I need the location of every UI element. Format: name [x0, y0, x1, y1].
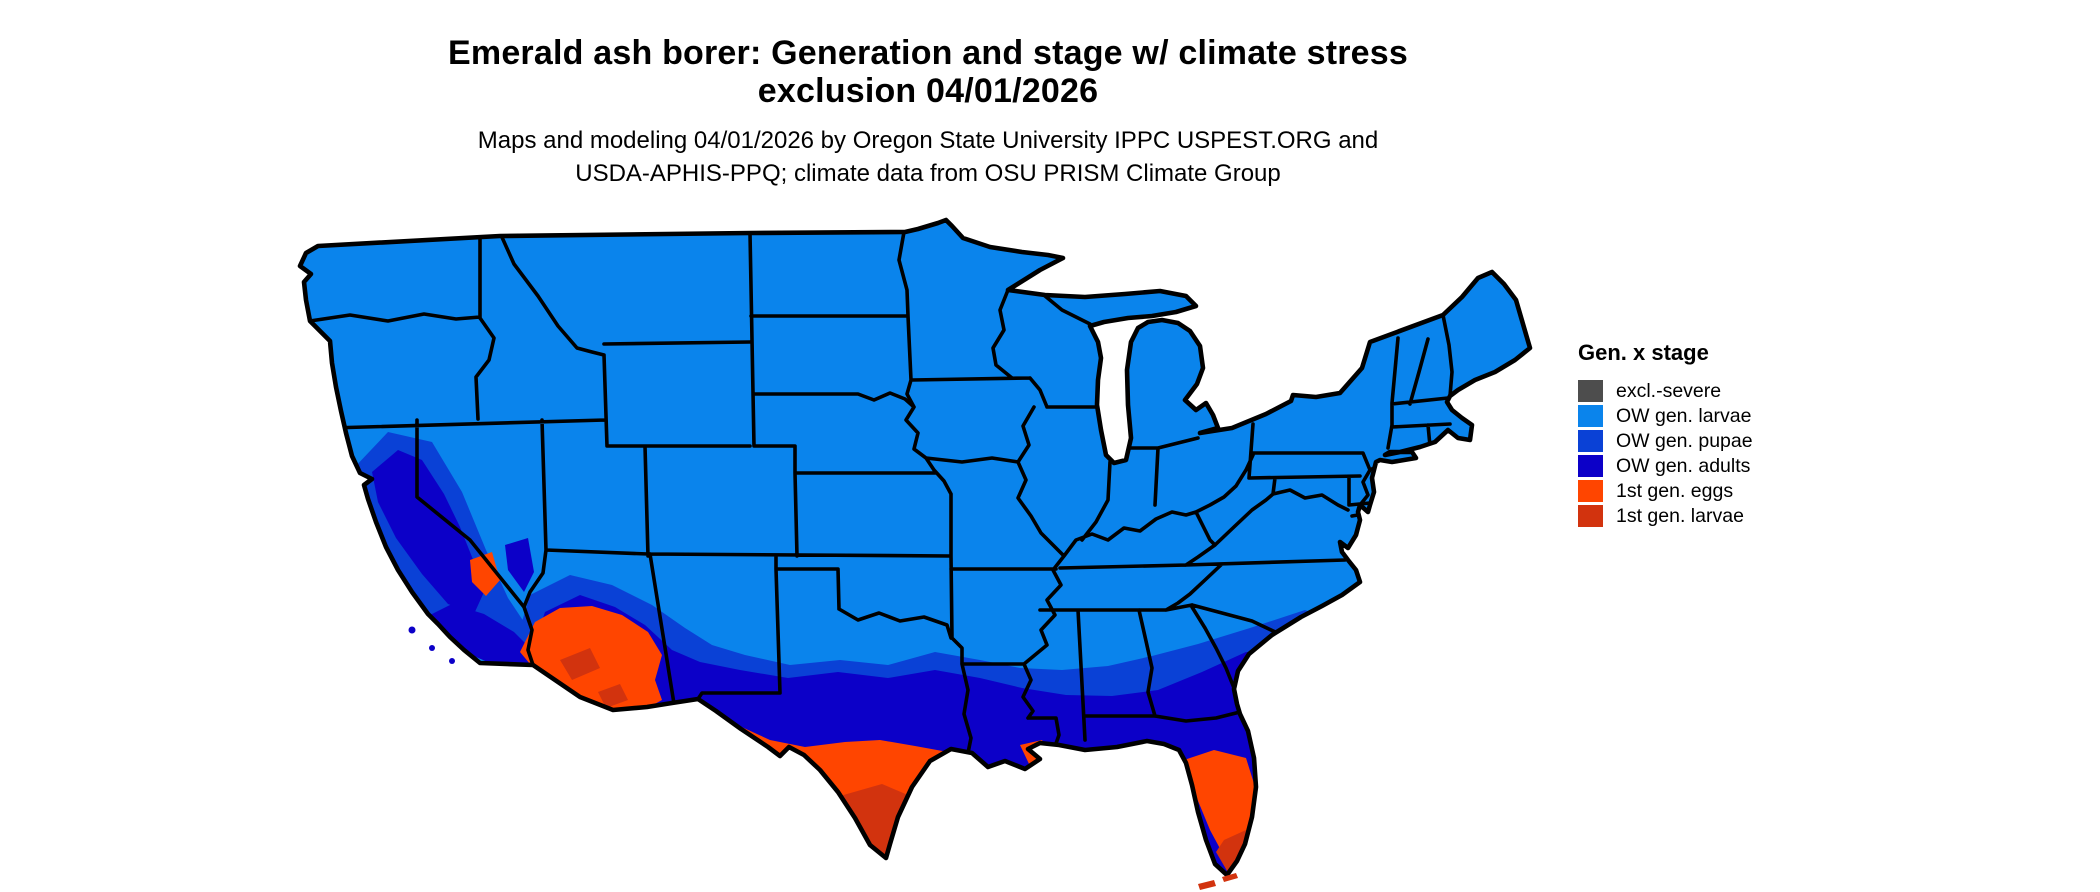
channel-islands — [408, 626, 455, 664]
map-subtitle: Maps and modeling 04/01/2026 by Oregon S… — [228, 124, 1628, 190]
legend-swatch-ow-larvae-icon — [1578, 405, 1603, 427]
legend-swatch-ow-adults-icon — [1578, 455, 1603, 477]
region-nv-adults — [505, 538, 534, 592]
legend-item-1st-eggs: 1st gen. eggs — [1578, 480, 1878, 502]
legend-swatch-1st-eggs-icon — [1578, 480, 1603, 502]
map-title-line2: exclusion 04/01/2026 — [757, 72, 1099, 110]
legend-item-ow-larvae: OW gen. larvae — [1578, 405, 1878, 427]
florida-keys — [1198, 873, 1238, 890]
legend: Gen. x stage excl.-severe OW gen. larvae… — [1578, 340, 1878, 527]
legend-swatch-ow-pupae-icon — [1578, 430, 1603, 452]
legend-item-ow-adults: OW gen. adults — [1578, 455, 1878, 477]
legend-item-1st-larvae: 1st gen. larvae — [1578, 505, 1878, 527]
map-subtitle-line1: Maps and modeling 04/01/2026 by Oregon S… — [477, 127, 1379, 154]
map-title-line1: Emerald ash borer: Generation and stage … — [448, 34, 1408, 72]
legend-label: OW gen. pupae — [1616, 430, 1753, 452]
region-socal-adults — [420, 604, 536, 668]
legend-label: excl.-severe — [1616, 380, 1722, 402]
legend-item-excl-severe: excl.-severe — [1578, 380, 1878, 402]
region-az-red — [560, 648, 628, 708]
legend-label: 1st gen. larvae — [1616, 505, 1744, 527]
legend-items: excl.-severe OW gen. larvae OW gen. pupa… — [1578, 380, 1878, 527]
us-outline — [297, 217, 1533, 878]
legend-label: OW gen. adults — [1616, 455, 1751, 477]
legend-item-ow-pupae: OW gen. pupae — [1578, 430, 1878, 452]
region-ca-adults — [372, 450, 484, 614]
legend-title: Gen. x stage — [1578, 340, 1709, 365]
legend-label: 1st gen. eggs — [1616, 480, 1734, 502]
legend-swatch-1st-larvae-icon — [1578, 505, 1603, 527]
map-subtitle-line2: USDA-APHIS-PPQ; climate data from OSU PR… — [575, 160, 1281, 187]
region-colorado-river-eggs — [470, 552, 500, 596]
map-title: Emerald ash borer: Generation and stage … — [228, 34, 1628, 110]
legend-label: OW gen. larvae — [1616, 405, 1752, 427]
legend-swatch-excl-severe-icon — [1578, 380, 1603, 402]
